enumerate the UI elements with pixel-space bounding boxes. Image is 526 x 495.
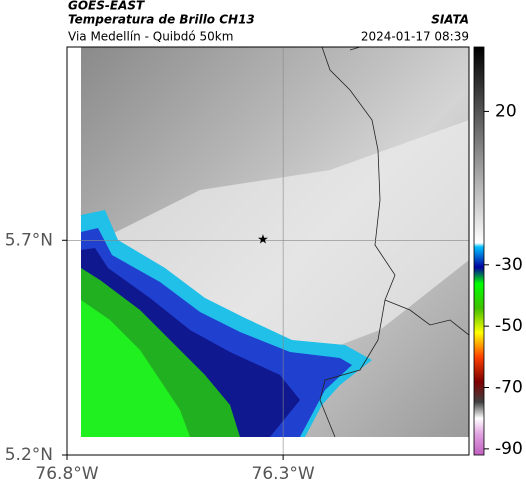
lon-label: 76.8°W — [35, 464, 98, 484]
lat-label: 5.2°N — [5, 445, 53, 465]
colorbar — [473, 46, 485, 456]
product: GOES-EAST — [68, 0, 145, 13]
source: SIATA — [431, 13, 469, 27]
title: Temperatura de Brillo CH13 — [68, 13, 255, 27]
lon-label: 76.3°W — [252, 464, 315, 484]
map-frame — [66, 46, 470, 456]
colorbar-label: -50 — [495, 316, 523, 336]
datetime: 2024-01-17 08:39 — [361, 30, 469, 44]
colorbar-label: -90 — [495, 439, 523, 459]
satellite-image — [81, 47, 469, 437]
colorbar-label: -70 — [495, 378, 523, 398]
city-marker: ★ — [257, 233, 269, 248]
lat-label: 5.7°N — [5, 230, 53, 250]
colorbar-label: -30 — [495, 255, 523, 275]
colorbar-label: 20 — [495, 101, 517, 121]
subtitle: Via Medellín - Quibdó 50km — [68, 30, 233, 44]
